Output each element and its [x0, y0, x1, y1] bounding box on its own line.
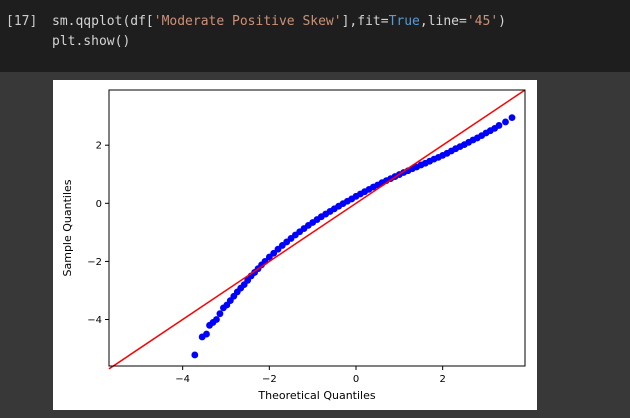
y-ticks: −4 −2 0 2 — [87, 141, 109, 326]
code-token-string2: '45' — [466, 14, 499, 29]
x-axis-label: Theoretical Quantiles — [257, 389, 375, 402]
qq-plot-figure: −4 −2 0 2 −4 −2 0 2 Theoretical Quantiles Samp… — [53, 80, 537, 410]
y-tick-label: −4 — [87, 315, 102, 326]
data-point — [495, 122, 503, 129]
x-tick-label: 0 — [353, 374, 359, 385]
data-point — [191, 351, 199, 359]
y-tick-label: 0 — [96, 199, 102, 210]
cell-output-area: −4 −2 0 2 −4 −2 0 2 Theoretical Quantiles Samp… — [0, 72, 630, 418]
reference-line-45 — [108, 89, 526, 370]
x-tick-label: −4 — [175, 374, 190, 385]
code-token-arg: ],fit= — [341, 14, 389, 29]
data-point — [203, 330, 210, 338]
y-tick-label: −2 — [87, 257, 102, 268]
data-point — [213, 316, 220, 323]
points-layer — [191, 114, 516, 359]
code-line-2: plt.show() — [52, 34, 131, 49]
code-token-arg2: ,line= — [419, 14, 467, 29]
x-tick-label: 2 — [439, 374, 445, 385]
code-editor[interactable]: sm.qqplot(df['Moderate Positive Skew'],f… — [52, 12, 506, 52]
x-tick-label: −2 — [262, 374, 277, 385]
code-token-string: 'Moderate Positive Skew' — [153, 14, 342, 29]
qq-plot-svg: −4 −2 0 2 −4 −2 0 2 Theoretical Quantiles Samp… — [61, 89, 526, 402]
data-point — [270, 249, 278, 257]
data-point — [508, 114, 516, 121]
x-ticks: −4 −2 0 2 — [175, 366, 446, 385]
axes-frame — [108, 89, 526, 367]
y-axis-label: Sample Quantiles — [61, 179, 74, 276]
code-token-call: sm.qqplot(df[ — [52, 14, 154, 29]
data-point — [502, 118, 509, 126]
data-point — [216, 310, 224, 318]
code-line-1: sm.qqplot(df['Moderate Positive Skew'],f… — [52, 14, 506, 29]
code-input-area[interactable]: [17] sm.qqplot(df['Moderate Positive Ske… — [0, 0, 630, 72]
code-token-keyword: True — [388, 14, 420, 29]
y-tick-label: 2 — [96, 141, 102, 152]
code-token-close: ) — [498, 14, 506, 29]
execution-count: [17] — [6, 14, 38, 29]
